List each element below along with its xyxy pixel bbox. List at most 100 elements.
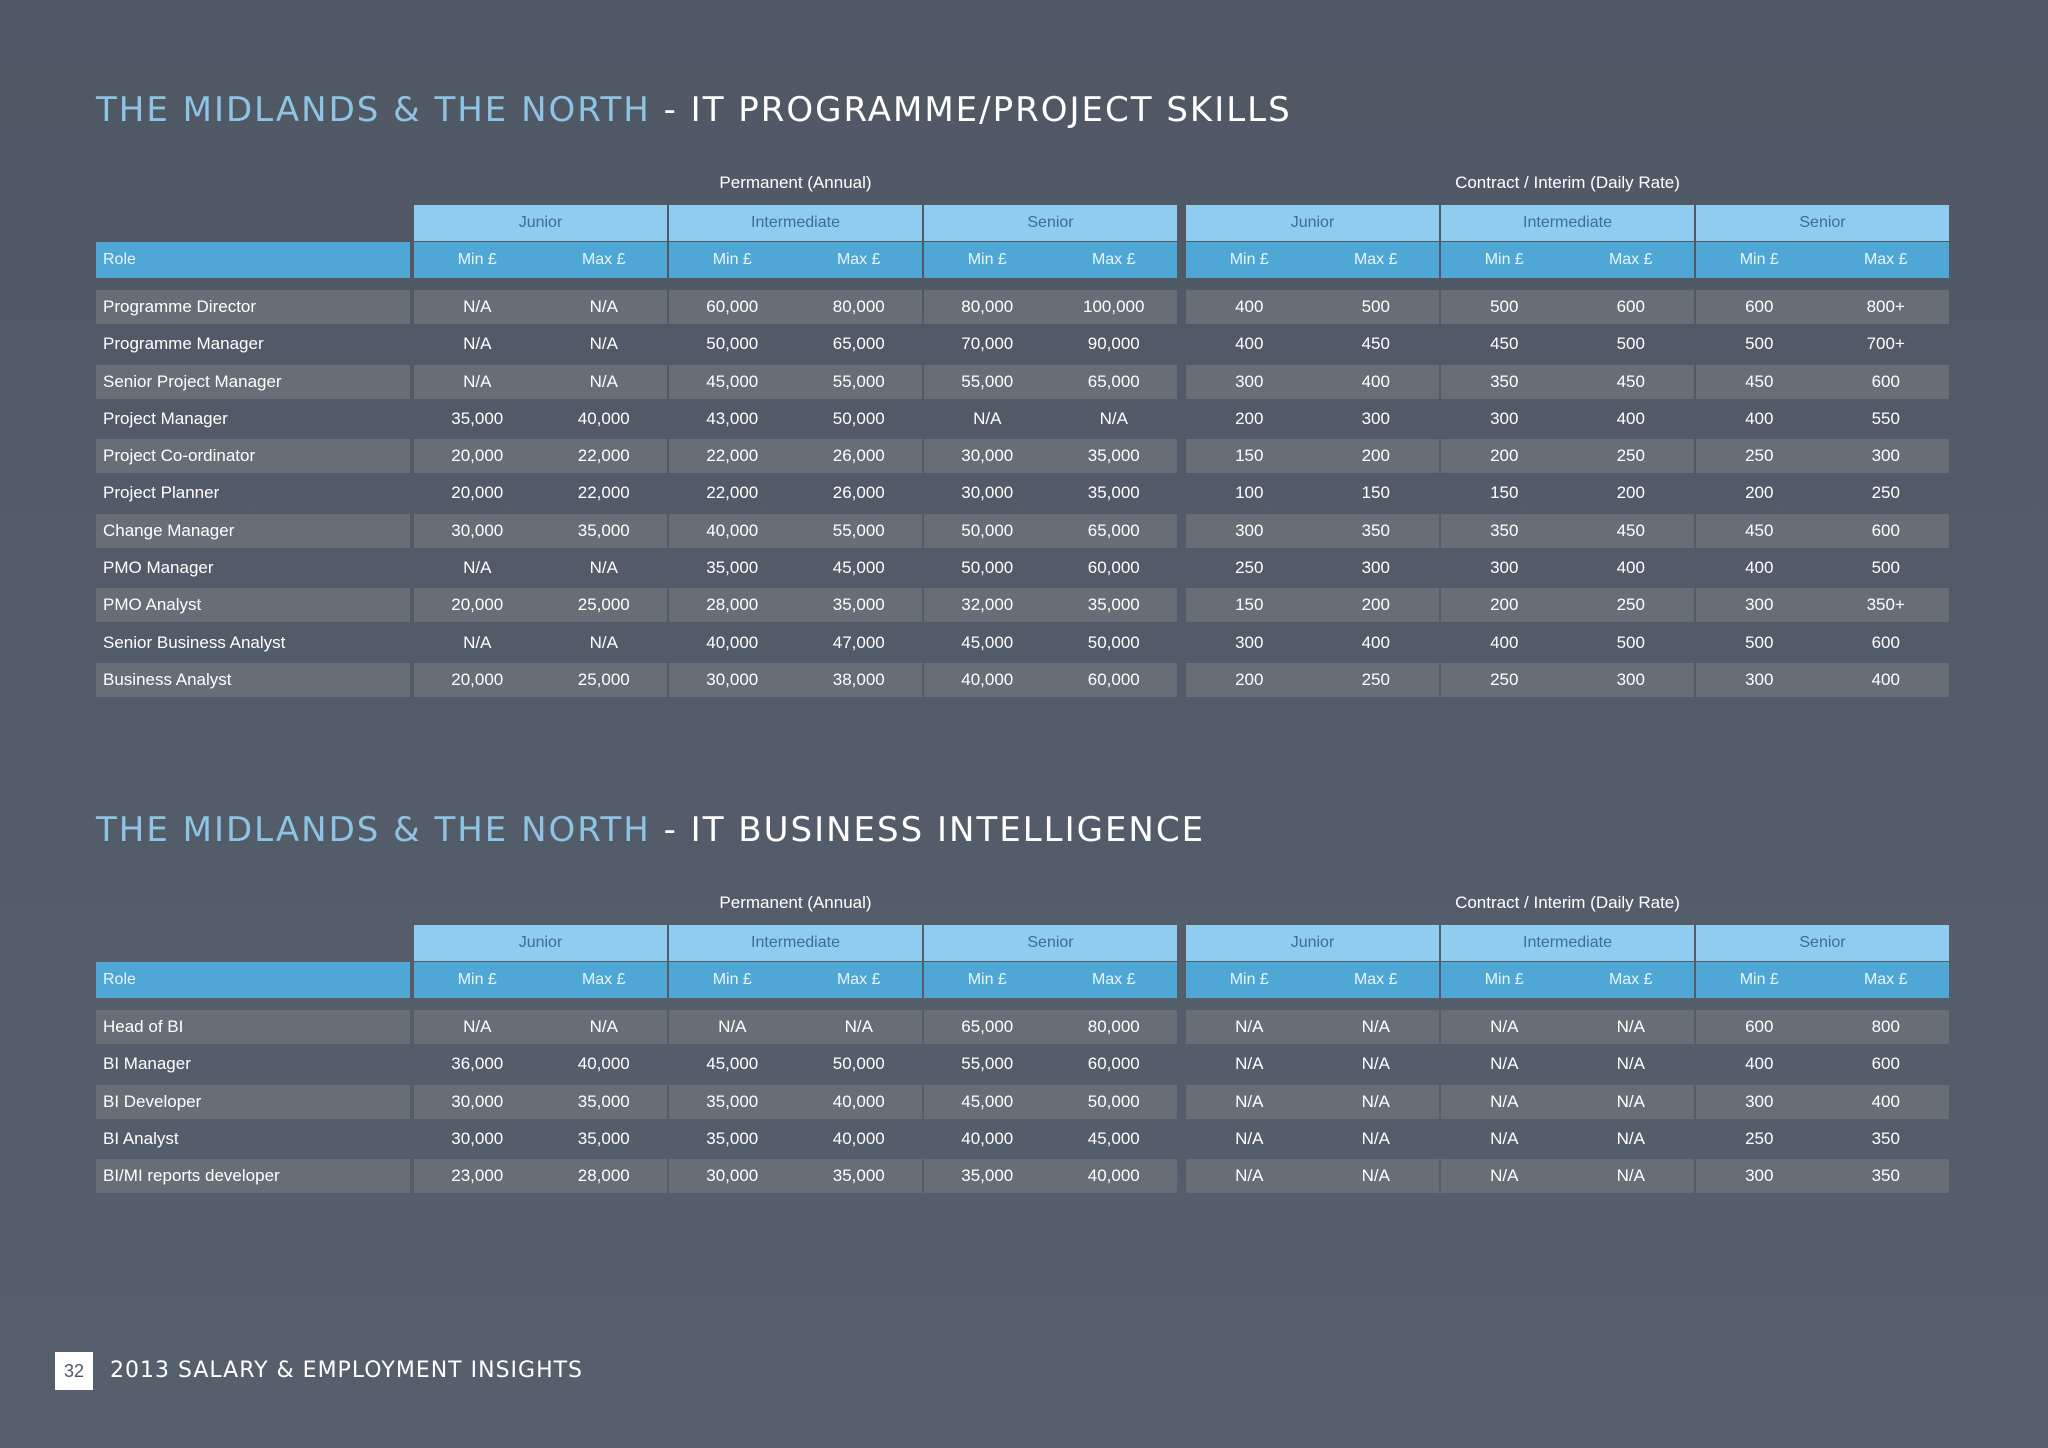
min-value-cell: 40,000 [706,632,759,652]
max-value-cell: 65,000 [832,334,885,354]
min-value-cell: 250 [1441,662,1568,697]
min-value-cell: 35,000 [669,1084,796,1119]
min-header: Min £ [1484,971,1524,988]
max-value-cell: 22,000 [540,439,667,474]
section-title: THE MIDLANDS & THE NORTH - IT PROGRAMME/… [96,88,1952,132]
max-value-cell: 25,000 [540,662,667,697]
level-header: Senior [924,205,1177,241]
table-row: BI Manager 36,000 40,000 45,000 50,000 55,000… [96,1047,1952,1081]
min-value-cell: 22,000 [669,439,796,474]
max-value-cell: 150 [1361,483,1390,503]
min-value-cell: 150 [1186,588,1313,623]
role-cell: Project Co-ordinator [96,439,410,474]
table-row: Senior Business Analyst N/A N/A 40,000 47,00… [96,626,1952,660]
level-header: Junior [414,205,667,241]
max-value-cell: 200 [1616,483,1645,503]
group-permanent-label: Permanent (Annual) [719,893,872,912]
max-header: Max £ [581,251,626,268]
min-value-cell: 30,000 [669,1159,796,1194]
max-value-cell: 600 [1567,290,1694,324]
table-row: Senior Project Manager N/A N/A 45,000 55,000… [96,364,1952,399]
min-value-cell: 50,000 [961,558,1014,578]
level-header: Intermediate [1441,205,1694,241]
max-value-cell: 700+ [1866,334,1905,354]
max-value-cell: 50,000 [1050,1084,1177,1119]
max-value-cell: N/A [795,1010,922,1044]
max-value-cell: 50,000 [1087,632,1140,652]
min-value-cell: 60,000 [669,290,796,324]
max-value-cell: 250 [1567,588,1694,623]
page-number: 32 [55,1352,93,1390]
max-value-cell: 35,000 [1087,483,1140,503]
max-value-cell: 200 [1312,588,1439,623]
min-value-cell: 35,000 [924,1159,1051,1194]
max-value-cell: 500 [1616,334,1645,354]
min-value-cell: N/A [1441,1010,1568,1044]
max-value-cell: 35,000 [795,1159,922,1194]
max-value-cell: 40,000 [577,408,630,428]
min-value-cell: 200 [1186,662,1313,697]
table-row: Business Analyst 20,000 25,000 30,000 38,000… [96,662,1952,697]
min-value-cell: 600 [1696,290,1823,324]
max-value-cell: N/A [1616,1128,1645,1148]
max-value-cell: N/A [1312,1084,1439,1119]
min-value-cell: 300 [1490,558,1519,578]
min-value-cell: 30,000 [924,439,1051,474]
max-value-cell: 600 [1822,364,1949,399]
min-value-cell: 70,000 [961,334,1014,354]
max-value-cell: 400 [1312,364,1439,399]
min-value-cell: 300 [1696,588,1823,623]
min-value-cell: 400 [1235,334,1264,354]
title-subject: IT BUSINESS INTELLIGENCE [690,810,1206,850]
min-value-cell: 35,000 [706,1128,759,1148]
max-value-cell: 40,000 [795,1084,922,1119]
min-value-cell: 23,000 [414,1159,541,1194]
max-value-cell: N/A [589,334,618,354]
role-cell: Project Manager [103,408,228,428]
max-value-cell: 35,000 [795,588,922,623]
max-value-cell: 250 [1567,439,1694,474]
min-value-cell: 500 [1745,632,1774,652]
max-value-cell: 80,000 [1050,1010,1177,1044]
max-header: Max £ [1863,251,1908,268]
min-header: Min £ [712,251,752,268]
max-value-cell: 35,000 [540,513,667,548]
max-value-cell: 65,000 [1050,513,1177,548]
level-header: Senior [1696,205,1949,241]
max-value-cell: 800 [1822,1010,1949,1044]
level-header: Senior [924,925,1177,961]
max-value-cell: 500 [1312,290,1439,324]
minmax-header-cell: Min £ Max £ [1186,962,1439,998]
table-row: BI Developer 30,000 35,000 35,000 40,000 45,0… [96,1084,1952,1119]
max-value-cell: N/A [1361,1054,1390,1074]
min-value-cell: N/A [414,364,541,399]
min-value-cell: 55,000 [961,1054,1014,1074]
min-value-cell: 300 [1490,408,1519,428]
table-row: Project Co-ordinator 20,000 22,000 22,000 26… [96,439,1952,474]
min-value-cell: 45,000 [706,1054,759,1074]
max-value-cell: 800+ [1822,290,1949,324]
min-value-cell: 200 [1441,588,1568,623]
max-value-cell: 400 [1616,558,1645,578]
max-value-cell: N/A [1567,1159,1694,1194]
min-header: Min £ [1739,971,1779,988]
max-value-cell: 55,000 [795,364,922,399]
min-value-cell: 28,000 [669,588,796,623]
table-row: BI/MI reports developer 23,000 28,000 30,00… [96,1159,1952,1194]
max-value-cell: 400 [1616,408,1645,428]
table-row: Head of BI N/A N/A N/A N/A 65,000 80,000 N/A N/A… [96,1010,1952,1044]
min-value-cell: 400 [1745,1054,1774,1074]
max-value-cell: N/A [540,364,667,399]
min-value-cell: N/A [1441,1159,1568,1194]
min-value-cell: 450 [1696,364,1823,399]
max-value-cell: N/A [540,290,667,324]
min-value-cell: 500 [1745,334,1774,354]
min-value-cell: 250 [1745,1128,1774,1148]
min-value-cell: N/A [973,408,1002,428]
max-header: Max £ [836,971,881,988]
table-row: PMO Analyst 20,000 25,000 28,000 35,000 32,00… [96,588,1952,623]
table-row: PMO Manager N/A N/A 35,000 45,000 50,000 60,00… [96,551,1952,585]
minmax-header-cell: Min £ Max £ [669,242,922,278]
minmax-header-cell: Min £ Max £ [1186,242,1439,278]
min-value-cell: 45,000 [924,1084,1051,1119]
